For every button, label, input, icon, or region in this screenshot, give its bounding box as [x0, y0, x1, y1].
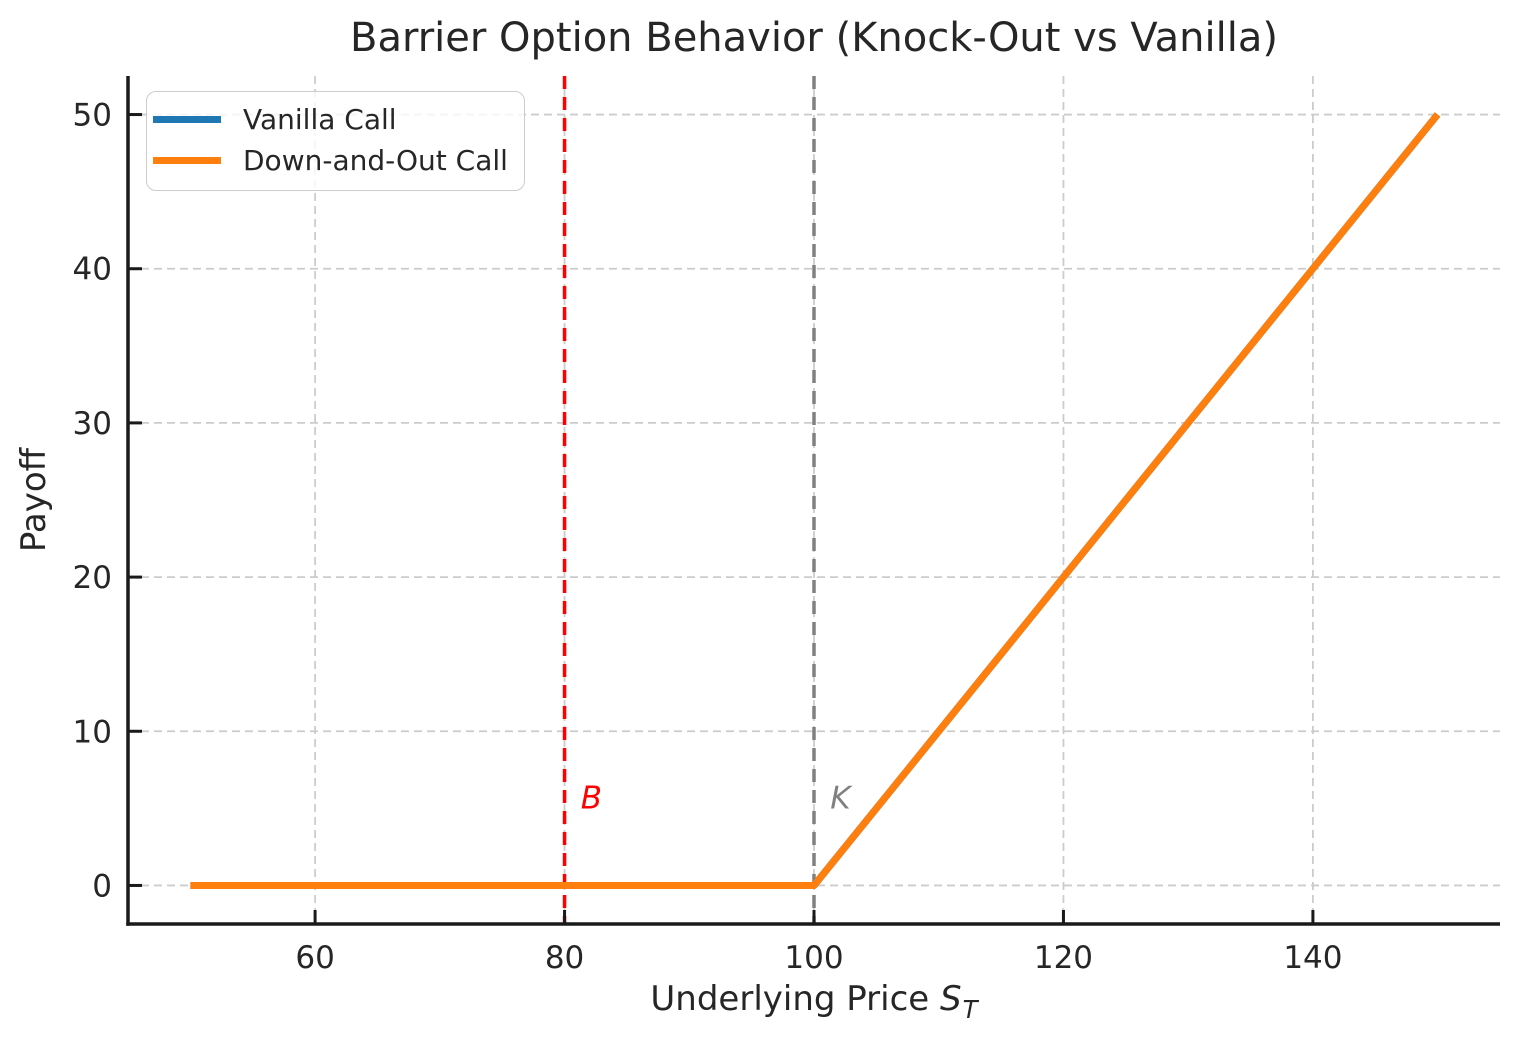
y-tick-label: 40	[73, 252, 112, 288]
chart-title: Barrier Option Behavior (Knock-Out vs Va…	[350, 15, 1278, 61]
legend-line-sample-vanilla	[153, 116, 221, 123]
y-tick-label: 0	[92, 868, 112, 904]
y-tick-label: 20	[73, 560, 112, 596]
x-tick-label: 120	[1034, 940, 1093, 976]
legend-label: Vanilla Call	[243, 103, 397, 136]
y-tick-label: 50	[73, 98, 112, 134]
legend-line-sample-down-and-out	[153, 157, 221, 164]
x-axis-label-subscript: T	[962, 994, 978, 1024]
x-axis-label: Underlying Price ST	[128, 979, 1500, 1024]
annotation-k: K	[830, 780, 853, 816]
x-tick-label: 140	[1283, 940, 1342, 976]
x-axis-label-text: Underlying Price	[650, 979, 930, 1019]
x-tick-label: 60	[295, 940, 334, 976]
y-axis-label: Payoff	[14, 447, 54, 553]
x-tick-label: 80	[545, 940, 584, 976]
legend-item-down-and-out-call: Down-and-Out Call	[153, 140, 508, 181]
legend-item-vanilla-call: Vanilla Call	[153, 99, 508, 140]
series-line-down-and-out-call	[190, 112, 1441, 889]
x-tick-label: 100	[784, 940, 843, 976]
legend-label: Down-and-Out Call	[243, 144, 508, 177]
annotation-b: B	[581, 780, 602, 816]
y-tick-label: 30	[73, 406, 112, 442]
legend: Vanilla Call Down-and-Out Call	[146, 91, 525, 191]
y-tick-label: 10	[73, 714, 112, 750]
x-axis-label-symbol: S	[940, 979, 962, 1019]
